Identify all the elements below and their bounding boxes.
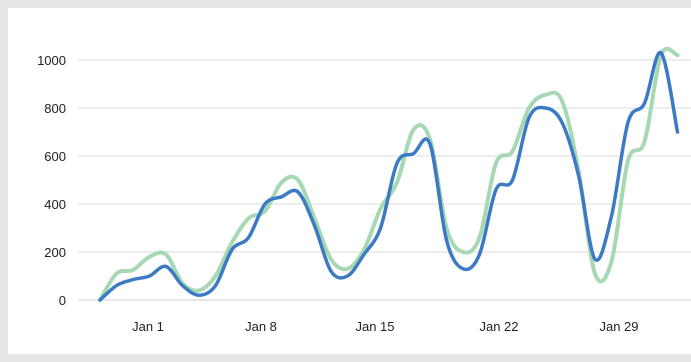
x-tick-label: Jan 22	[479, 319, 518, 334]
series-line-2	[98, 51, 680, 302]
gridlines	[78, 59, 691, 301]
y-tick-label: 200	[44, 245, 66, 260]
series-line-1	[98, 46, 680, 302]
x-tick-label: Jan 1	[132, 319, 164, 334]
y-axis-labels: 0 200 400 600 800 1000	[37, 53, 66, 308]
y-tick-label: 1000	[37, 53, 66, 68]
x-axis-labels: Jan 1 Jan 8 Jan 15 Jan 22 Jan 29	[132, 319, 638, 334]
chart-panel	[8, 8, 691, 354]
x-tick-label: Jan 29	[599, 319, 638, 334]
series-layer	[98, 46, 680, 302]
y-tick-label: 400	[44, 197, 66, 212]
y-tick-label: 0	[59, 293, 66, 308]
y-tick-label: 600	[44, 149, 66, 164]
x-tick-label: Jan 8	[245, 319, 277, 334]
x-tick-label: Jan 15	[355, 319, 394, 334]
y-tick-label: 800	[44, 101, 66, 116]
